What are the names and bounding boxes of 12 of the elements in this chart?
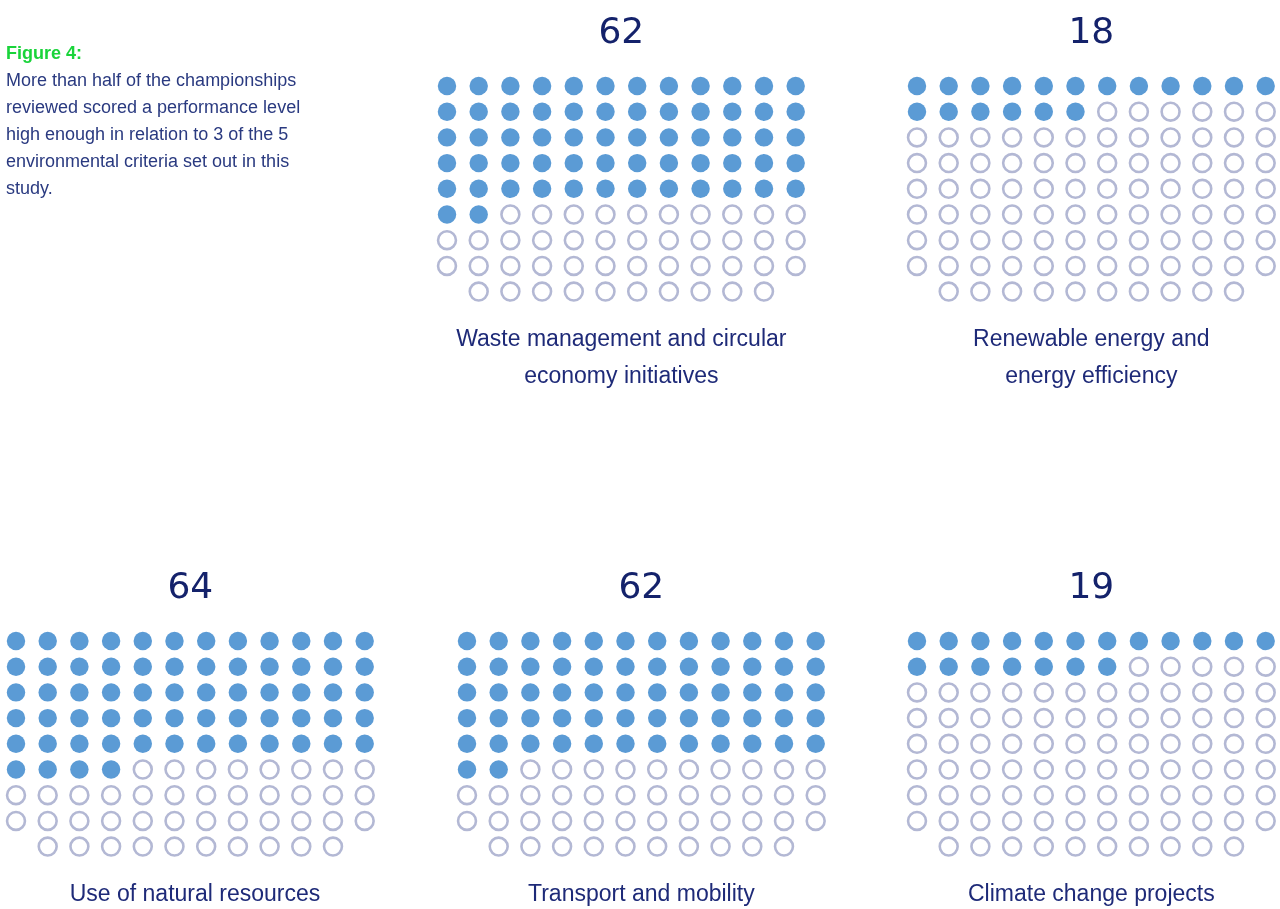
data-label: 64 xyxy=(167,564,214,606)
data-label: 19 xyxy=(1068,564,1115,606)
text: Transport and mobility xyxy=(527,879,756,908)
text: Climate change projects xyxy=(966,879,1216,908)
text: More than half of the championships reviewed scored a performance level high enough in relation to 3 of the 5 environmental criteria set out in this study. xyxy=(6,69,302,200)
text: Renewable energy and energy efficiency xyxy=(972,324,1211,390)
data-label: 62 xyxy=(618,564,665,606)
text: Waste management and circular economy initiatives xyxy=(455,324,788,390)
data-label: 62 xyxy=(598,9,645,51)
data-label: 18 xyxy=(1068,9,1115,51)
text: Use of natural resources xyxy=(68,879,322,908)
text: Figure 4: xyxy=(6,42,83,65)
